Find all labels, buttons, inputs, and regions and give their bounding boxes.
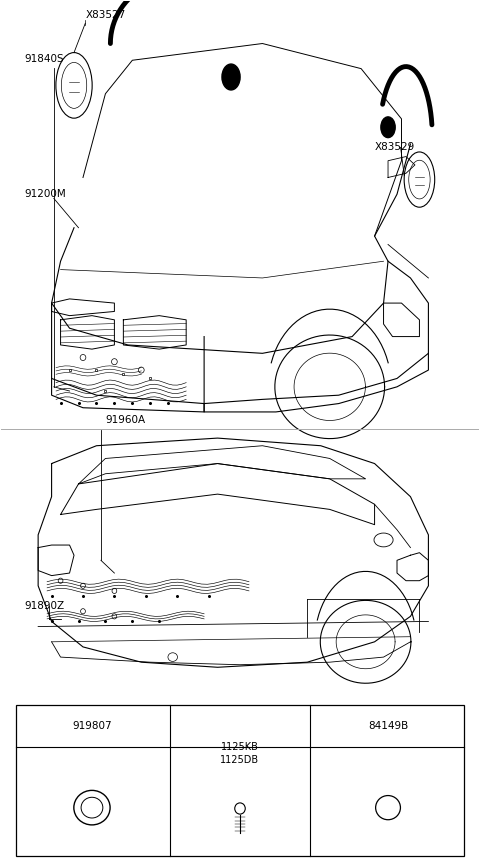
Text: 84149B: 84149B bbox=[368, 721, 408, 731]
Text: 91890Z: 91890Z bbox=[24, 601, 65, 611]
Text: 91960A: 91960A bbox=[106, 416, 145, 425]
Bar bbox=[16, 705, 464, 856]
Text: X83527: X83527 bbox=[85, 10, 125, 20]
Text: 91840S: 91840S bbox=[24, 54, 64, 63]
Text: 919807: 919807 bbox=[72, 721, 112, 731]
Ellipse shape bbox=[222, 64, 240, 90]
Text: 91200M: 91200M bbox=[24, 190, 66, 199]
Ellipse shape bbox=[381, 117, 395, 138]
Text: 1125KB
1125DB: 1125KB 1125DB bbox=[220, 741, 260, 765]
Text: X83529: X83529 bbox=[374, 142, 415, 152]
